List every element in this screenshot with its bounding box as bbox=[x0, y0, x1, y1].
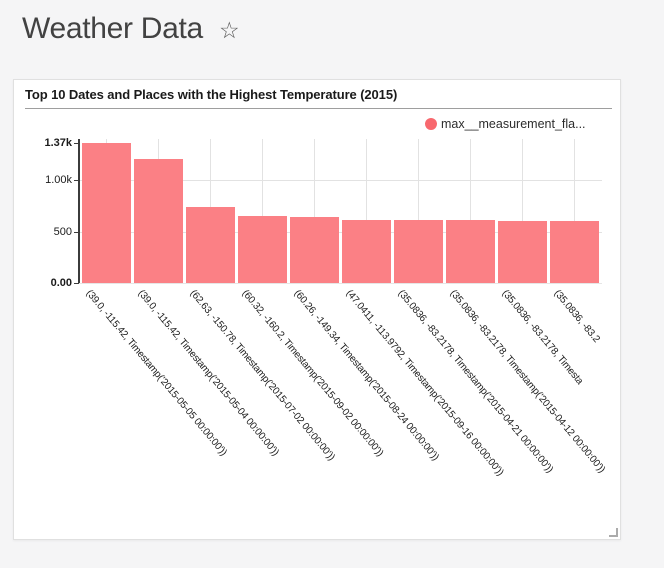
vertical-gridline bbox=[418, 139, 420, 283]
y-axis-tick-mark bbox=[74, 142, 79, 144]
vertical-gridline bbox=[574, 139, 576, 283]
y-axis-tick-label: 1.37k bbox=[44, 136, 72, 149]
chart-title: Top 10 Dates and Places with the Highest… bbox=[25, 87, 398, 102]
x-axis-tick-label: (35.0836, -83.2 bbox=[551, 288, 602, 345]
legend-label: max__measurement_fla... bbox=[441, 117, 586, 131]
horizontal-gridline bbox=[79, 180, 602, 182]
y-axis-tick-label: 500 bbox=[53, 225, 72, 238]
title-divider bbox=[25, 108, 612, 109]
bar[interactable] bbox=[445, 220, 495, 283]
y-axis-tick-mark bbox=[74, 231, 79, 233]
bar[interactable] bbox=[81, 142, 131, 283]
y-axis-tick-label: 1.00k bbox=[45, 174, 72, 187]
resize-handle-icon[interactable] bbox=[609, 528, 618, 537]
vertical-gridline bbox=[314, 139, 316, 283]
page-header: Weather Data ☆ bbox=[22, 10, 240, 48]
legend-marker-icon bbox=[425, 118, 437, 130]
y-axis-tick-mark bbox=[74, 180, 79, 182]
vertical-gridline bbox=[522, 139, 524, 283]
bar[interactable] bbox=[185, 207, 235, 283]
bar[interactable] bbox=[497, 220, 547, 283]
y-axis-tick-label: 0.00 bbox=[50, 277, 72, 289]
y-axis-line bbox=[78, 139, 80, 284]
bar[interactable] bbox=[393, 220, 443, 283]
page-title: Weather Data bbox=[22, 12, 203, 45]
bar[interactable] bbox=[341, 219, 391, 283]
horizontal-gridline bbox=[79, 231, 602, 233]
legend-item[interactable]: max__measurement_fla... bbox=[425, 117, 586, 131]
bar[interactable] bbox=[289, 216, 339, 283]
favorite-star-icon[interactable]: ☆ bbox=[218, 17, 240, 43]
x-axis-line bbox=[79, 283, 602, 284]
bar[interactable] bbox=[549, 220, 599, 283]
bar[interactable] bbox=[237, 216, 287, 283]
vertical-gridline bbox=[470, 139, 472, 283]
vertical-gridline bbox=[262, 139, 264, 283]
y-axis-tick-mark bbox=[74, 283, 79, 284]
vertical-gridline bbox=[366, 139, 368, 283]
chart-card: Top 10 Dates and Places with the Highest… bbox=[13, 79, 621, 540]
bar[interactable] bbox=[133, 158, 183, 283]
